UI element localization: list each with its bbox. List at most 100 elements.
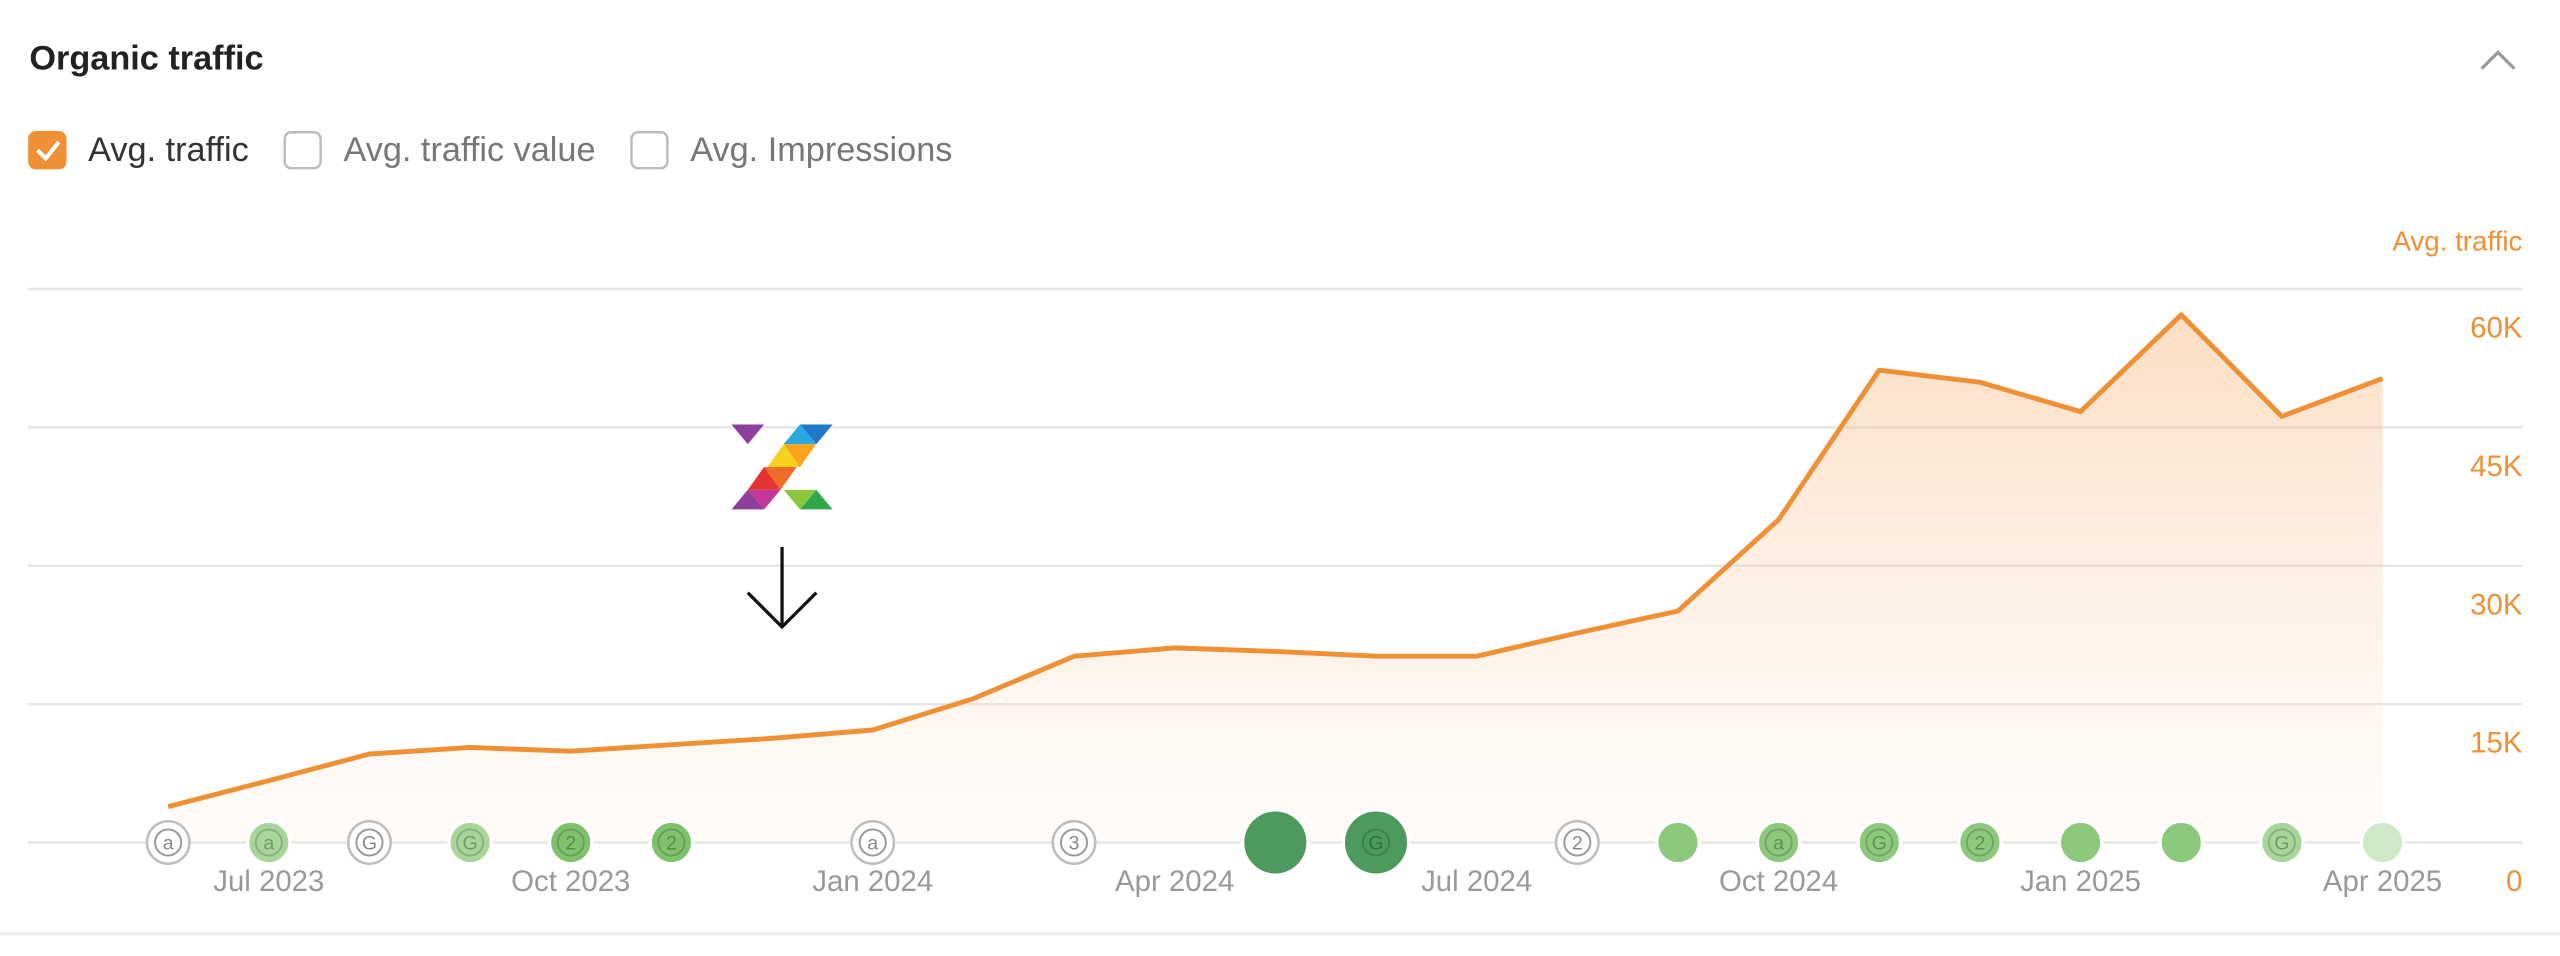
x-tick-label: Jul 2024 — [1421, 865, 1532, 898]
event-circle[interactable] — [1755, 819, 1802, 866]
area-fill — [168, 314, 2383, 843]
event-ring — [1865, 828, 1894, 857]
event-ring — [556, 828, 585, 857]
event-circle[interactable] — [547, 819, 594, 866]
checkbox[interactable]: Avg. Impressions — [630, 131, 952, 170]
event-ring — [254, 828, 283, 857]
event-label: a — [867, 832, 878, 854]
event-marker[interactable]: a — [245, 819, 292, 866]
event-circle[interactable] — [145, 820, 191, 865]
x-tick-label: Apr 2024 — [1115, 865, 1234, 898]
plot: a a G G 2 2 a 3 G 2 a G 2 G — [145, 312, 2406, 877]
event-label: G — [1368, 832, 1383, 854]
event-marker[interactable]: 2 — [1957, 819, 2003, 866]
y-tick-label: 45K — [2470, 450, 2523, 483]
event-marker[interactable]: 3 — [1051, 820, 1097, 865]
event-ring — [1361, 828, 1391, 857]
event-circle[interactable] — [347, 820, 392, 865]
event-marker[interactable]: 2 — [547, 819, 594, 866]
x-tick-label: Oct 2023 — [511, 865, 630, 898]
event-marker[interactable]: G — [1856, 819, 1903, 866]
event-circle[interactable] — [2057, 819, 2104, 866]
event-circle[interactable] — [1957, 819, 2003, 866]
x-tick-label: Apr 2025 — [2323, 865, 2442, 898]
y-tick-label: 15K — [2470, 727, 2523, 760]
event-circle[interactable] — [850, 820, 896, 865]
event-ring — [154, 828, 183, 857]
event-circle[interactable] — [1554, 820, 1600, 865]
event-label: 2 — [1974, 832, 1985, 854]
checkbox-label[interactable]: Avg. Impressions — [690, 131, 952, 169]
event-label: 2 — [1572, 832, 1583, 854]
event-label: 3 — [1069, 832, 1080, 854]
checkbox-label[interactable]: Avg. traffic value — [343, 131, 595, 169]
event-marker[interactable]: G — [2259, 819, 2305, 866]
checkmark — [36, 140, 61, 162]
event-circle[interactable] — [1051, 820, 1097, 865]
event-label: 2 — [565, 832, 576, 854]
checkbox-box[interactable] — [283, 131, 322, 170]
event-ring — [1563, 828, 1592, 857]
event-label: 2 — [666, 832, 677, 854]
event-label: G — [362, 832, 377, 854]
event-marker[interactable]: a — [1755, 819, 1802, 866]
event-marker[interactable] — [2359, 819, 2406, 866]
event-marker[interactable]: 2 — [648, 819, 695, 866]
x-tick-label: Jul 2023 — [213, 865, 324, 898]
event-circle[interactable] — [245, 819, 292, 866]
event-label: G — [1872, 832, 1887, 854]
event-marker[interactable]: G — [447, 819, 493, 866]
event-circle[interactable] — [1856, 819, 1903, 866]
event-marker[interactable] — [1655, 819, 1701, 866]
traffic-line — [167, 312, 2384, 809]
event-circle[interactable] — [2158, 819, 2205, 866]
toggle-group: Avg. traffic Avg. traffic value Avg. Impre… — [28, 131, 952, 170]
checkbox-label[interactable]: Avg. traffic — [88, 131, 249, 169]
y-tick-label: 0 — [2506, 865, 2522, 898]
event-ring — [858, 828, 887, 857]
y-axis-title: Avg. traffic — [2392, 226, 2522, 257]
checkbox[interactable]: Avg. traffic — [28, 131, 249, 170]
event-circle[interactable] — [1341, 808, 1411, 877]
checkbox[interactable]: Avg. traffic value — [283, 131, 596, 170]
event-label: a — [263, 832, 274, 854]
event-circle[interactable] — [648, 819, 695, 866]
event-marker[interactable]: G — [1341, 808, 1411, 877]
event-circle[interactable] — [447, 819, 493, 866]
event-label: G — [2274, 832, 2289, 854]
event-label: G — [463, 832, 478, 854]
event-label: a — [163, 832, 174, 854]
event-marker[interactable]: a — [145, 820, 191, 865]
x-tick-label: Jan 2024 — [812, 865, 933, 898]
collapse-button[interactable] — [2480, 49, 2516, 70]
event-ring — [1059, 828, 1089, 857]
y-tick-label: 60K — [2470, 312, 2523, 345]
event-marker[interactable]: a — [850, 820, 896, 865]
event-ring — [355, 828, 384, 857]
checkbox-box[interactable] — [630, 131, 669, 170]
arrow — [746, 546, 818, 630]
x-tick-label: Jan 2025 — [2020, 865, 2141, 898]
logo — [731, 424, 833, 510]
event-ring — [657, 828, 686, 857]
event-ring — [456, 828, 485, 857]
event-circle[interactable] — [1655, 819, 1701, 866]
event-ring — [2267, 828, 2296, 857]
event-marker[interactable] — [2057, 819, 2104, 866]
event-marker[interactable] — [2158, 819, 2205, 866]
checkbox-box[interactable] — [28, 131, 67, 170]
event-ring — [1764, 828, 1793, 857]
event-label: a — [1773, 832, 1784, 854]
section-title: Organic traffic — [29, 40, 263, 78]
event-marker[interactable]: 2 — [1554, 820, 1600, 865]
y-tick-label: 30K — [2470, 588, 2523, 621]
event-marker[interactable] — [1241, 808, 1310, 877]
x-tick-label: Oct 2024 — [1719, 865, 1838, 898]
event-ring — [1965, 828, 1994, 857]
event-marker[interactable]: G — [347, 820, 392, 865]
event-circle[interactable] — [1241, 808, 1310, 877]
event-circle[interactable] — [2259, 819, 2305, 866]
event-circle[interactable] — [2359, 819, 2406, 866]
